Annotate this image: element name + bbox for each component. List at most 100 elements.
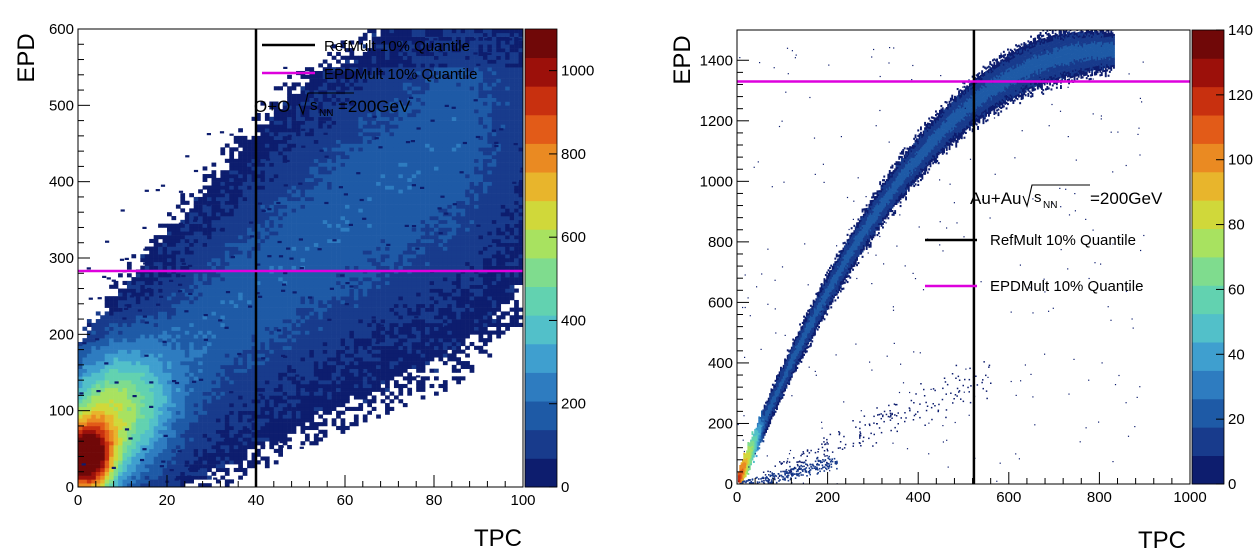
right-colorbar-label: 0: [1228, 476, 1236, 493]
left-y-tick-label: 100: [49, 403, 74, 420]
left-colorbar-swatch: [525, 172, 557, 202]
left-colorbar-frame: [524, 28, 558, 488]
right-colorbar-swatch: [1192, 455, 1224, 485]
left-colorbar-label: 800: [561, 146, 586, 163]
left-colorbar-swatch: [525, 229, 557, 259]
left-annotation-sqrt: s: [310, 97, 318, 114]
right-colorbar-swatch: [1192, 58, 1224, 88]
right-colorbar-swatch: [1192, 171, 1224, 201]
left-x-tick-label: 60: [337, 492, 354, 509]
right-x-tick-label: 200: [815, 489, 840, 506]
left-colorbar-label: 600: [561, 229, 586, 246]
right-y-axis-title: EPD: [669, 35, 696, 84]
left-legend: RefMult 10% Quantile EPDMult 10% Quantil…: [262, 38, 477, 83]
left-y-tick-label: 500: [49, 97, 74, 114]
right-legend-epd-label: EPDMult 10% Quantile: [990, 278, 1143, 295]
right-annotation-sqrt: s: [1034, 189, 1042, 206]
left-colorbar-swatch: [525, 143, 557, 173]
left-y-tick-label: 200: [49, 326, 74, 343]
right-colorbar-frame: [1191, 29, 1225, 485]
right-colorbar-label: 100: [1228, 152, 1253, 169]
left-y-tick-label: 600: [49, 21, 74, 38]
right-annotation: Au+Au s NN =200GeV: [970, 184, 1163, 211]
left-annotation-system: O+O: [254, 97, 290, 116]
right-x-tick-label: 1000: [1173, 489, 1206, 506]
left-x-tick-label: 20: [159, 492, 176, 509]
right-colorbar-swatch: [1192, 370, 1224, 400]
right-plot-frame: [736, 29, 1191, 485]
right-colorbar-swatch: [1192, 115, 1224, 144]
right-colorbar-label: 20: [1228, 411, 1245, 428]
right-y-tick-label: 400: [708, 355, 733, 372]
right-y-tick-label: 1200: [700, 113, 733, 130]
left-colorbar-label: 400: [561, 312, 586, 329]
left-colorbar-swatch: [525, 286, 557, 316]
left-colorbar-swatch: [525, 372, 557, 402]
right-colorbar-swatch: [1192, 427, 1224, 457]
left-x-tick-label: 0: [74, 492, 82, 509]
right-y-tick-label: 800: [708, 234, 733, 251]
right-colorbar: 0 20 40 60 80 100 120 140: [1191, 22, 1253, 493]
left-colorbar-swatch: [525, 458, 557, 488]
left-annotation: O+O s NN =200GeV: [254, 92, 411, 119]
left-x-tick-label: 80: [426, 492, 443, 509]
right-legend: RefMult 10% Quantile EPDMult 10% Quantil…: [925, 232, 1143, 295]
left-legend-ref-label: RefMult 10% Quantile: [324, 38, 470, 55]
right-colorbar-swatch: [1192, 398, 1224, 428]
left-y-tick-label: 400: [49, 174, 74, 191]
right-y-tick-label: 600: [708, 294, 733, 311]
left-colorbar-swatch: [525, 114, 557, 144]
right-colorbar-swatch: [1192, 86, 1224, 116]
right-x-tick-label: 0: [733, 489, 741, 506]
left-colorbar-label: 0: [561, 479, 569, 496]
left-heatmap: [78, 29, 523, 487]
right-legend-ref-label: RefMult 10% Quantile: [990, 232, 1136, 249]
left-annotation-sqrt-sub: NN: [319, 108, 333, 119]
right-annotation-energy: =200GeV: [1090, 189, 1163, 208]
left-colorbar: 0 200 400 600 800 1000: [524, 28, 594, 496]
left-axes: 0 20 40 60 80 100 0 100 200 300 400 500 600: [49, 21, 536, 509]
right-colorbar-label: 140: [1228, 22, 1253, 39]
right-colorbar-swatch: [1192, 30, 1224, 59]
left-colorbar-swatch: [525, 258, 557, 288]
right-annotation-sqrt-sub: NN: [1043, 200, 1057, 211]
right-colorbar-label: 60: [1228, 281, 1245, 298]
left-y-axis-title: EPD: [13, 33, 40, 82]
left-y-tick-label: 0: [66, 479, 74, 496]
left-colorbar-swatch: [525, 401, 557, 431]
right-axes: 0 200 400 600 800 1000 0 200 400 600 800 1000 1200 14…: [700, 52, 1207, 506]
right-colorbar-swatch: [1192, 313, 1224, 343]
right-panel: 0 200 400 600 800 100002004006008001000120014…: [669, 22, 1253, 553]
right-x-tick-label: 600: [996, 489, 1021, 506]
left-y-tick-label: 300: [49, 250, 74, 267]
left-colorbar-label: 1000: [561, 63, 594, 80]
left-colorbar-swatch: [525, 343, 557, 373]
left-colorbar-swatch: [525, 315, 557, 345]
left-x-tick-label: 100: [510, 492, 535, 509]
right-colorbar-swatch: [1192, 285, 1224, 315]
right-y-tick-label: 0: [725, 476, 733, 493]
left-x-tick-label: 40: [248, 492, 265, 509]
left-colorbar-swatch: [525, 200, 557, 230]
left-colorbar-swatch: [525, 57, 557, 87]
right-sqrt-sign: [1022, 184, 1090, 208]
right-heatmap: [737, 30, 1145, 484]
right-x-tick-label: 400: [906, 489, 931, 506]
right-colorbar-swatch: [1192, 228, 1224, 258]
left-colorbar-swatch: [525, 86, 557, 116]
right-annotation-system: Au+Au: [970, 189, 1022, 208]
right-x-axis-title: TPC: [1138, 527, 1186, 553]
left-colorbar-label: 200: [561, 396, 586, 413]
left-legend-epd-label: EPDMult 10% Quantile: [324, 66, 477, 83]
right-x-tick-label: 800: [1087, 489, 1112, 506]
left-sqrt-sign: [298, 92, 354, 116]
right-colorbar-label: 40: [1228, 346, 1245, 363]
right-colorbar-label: 120: [1228, 87, 1253, 104]
right-colorbar-swatch: [1192, 342, 1224, 371]
left-annotation-energy: =200GeV: [338, 97, 411, 116]
right-colorbar-swatch: [1192, 257, 1224, 286]
right-colorbar-swatch: [1192, 143, 1224, 173]
right-y-tick-label: 1000: [700, 173, 733, 190]
